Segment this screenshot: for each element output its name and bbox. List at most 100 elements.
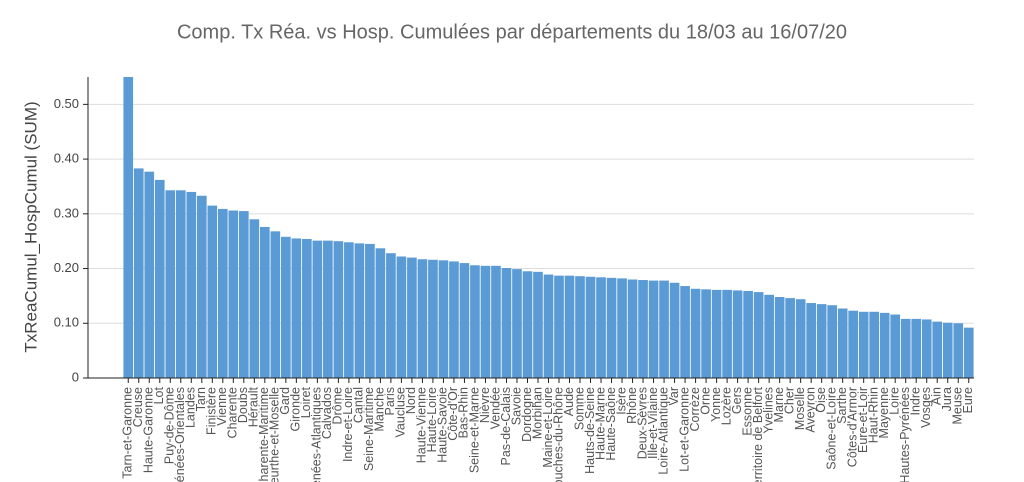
bar — [690, 288, 701, 378]
bar — [795, 299, 806, 378]
x-tick-label: Haute-Marne — [593, 387, 607, 460]
bar — [743, 290, 753, 378]
bar — [911, 318, 922, 378]
bar — [354, 243, 365, 378]
bar — [680, 286, 690, 378]
bar — [228, 210, 239, 378]
x-tick-label: Côte-d'Or — [446, 387, 460, 441]
bar — [774, 297, 785, 378]
y-tick-label: 0.40 — [54, 151, 79, 166]
x-tick-label: Lot-et-Garonne — [677, 387, 691, 472]
x-tick-label: Calvados — [320, 387, 334, 439]
bar — [638, 280, 648, 378]
bar — [186, 191, 197, 378]
bar — [900, 318, 911, 378]
bar — [312, 240, 323, 378]
bar — [386, 253, 396, 378]
x-tick-label: Yvelines — [761, 387, 775, 434]
bar — [858, 311, 869, 378]
x-tick-label: Doubs — [236, 387, 250, 423]
x-tick-label: Loire — [888, 387, 902, 415]
bar — [375, 248, 386, 378]
x-tick-label: Sarthe — [835, 387, 849, 424]
bar — [722, 289, 732, 378]
bar — [564, 275, 575, 378]
bar — [806, 303, 816, 378]
x-tick-label: Yonne — [709, 387, 723, 422]
bar — [428, 259, 438, 378]
bar — [869, 311, 880, 378]
bar — [196, 195, 207, 378]
bar — [953, 323, 964, 378]
x-tick-label: Côtes-d'Armor — [845, 387, 859, 467]
bar — [470, 265, 480, 378]
bar — [711, 289, 722, 378]
x-tick-label: Morbihan — [530, 387, 544, 439]
bar — [606, 277, 617, 378]
x-tick-label: Puy-de-Dôme — [163, 387, 177, 464]
bar — [449, 261, 459, 378]
x-tick-label: Haute-Savoie — [436, 387, 450, 463]
bar — [753, 292, 764, 378]
x-tick-label: Isère — [614, 387, 628, 415]
x-tick-label: Deux-Sèvres — [635, 387, 649, 459]
x-tick-label: Manche — [373, 387, 387, 432]
x-tick-label: Saône-et-Loire — [824, 387, 838, 470]
x-tick-label: Cantal — [352, 387, 366, 423]
x-tick-label: Lozère — [719, 387, 733, 425]
x-tick-label: Var — [667, 387, 681, 406]
x-tick-label: Haute-Vienne — [415, 387, 429, 463]
x-tick-label: Indre-et-Loire — [341, 387, 355, 462]
x-tick-label: Charente-Maritime — [257, 387, 271, 482]
axes: 0 0.10 0.20 0.30 0.40 0.50 Tarn-et-GaronneCreu… — [54, 77, 975, 482]
x-tick-label: Finistère — [205, 387, 219, 435]
bar — [585, 276, 596, 378]
bar — [302, 238, 312, 378]
bar — [554, 275, 564, 378]
x-tick-label: Ain — [930, 387, 944, 405]
bar — [281, 236, 291, 378]
x-tick-label: Creuse — [131, 387, 145, 427]
bar — [659, 280, 669, 378]
x-tick-label: Landes — [184, 387, 198, 428]
x-tick-label: Tarn — [194, 387, 208, 411]
x-tick-label: Moselle — [793, 387, 807, 430]
bar — [396, 256, 407, 378]
x-tick-label: Hauts-de-Seine — [583, 387, 597, 474]
bar — [837, 308, 848, 378]
x-tick-label: Somme — [572, 387, 586, 430]
bar — [459, 263, 470, 378]
y-tick-label: 0.10 — [54, 315, 79, 330]
bar — [596, 277, 606, 378]
x-tick-label: Jura — [940, 387, 954, 411]
bar — [942, 322, 953, 378]
x-tick-label: Gers — [730, 387, 744, 414]
x-tick-label: Lot — [152, 386, 166, 404]
x-tick-label: Drôme — [331, 387, 345, 425]
x-tick-label: Haute-Saône — [604, 387, 618, 461]
y-tick-label: 0 — [72, 369, 79, 384]
bar — [732, 290, 743, 378]
bar — [438, 260, 449, 378]
x-tick-label: Tarn-et-Garonne — [121, 387, 135, 479]
bar — [543, 274, 554, 378]
chart-title: Comp. Tx Réa. vs Hosp. Cumulées par dépa… — [177, 21, 847, 43]
bar — [627, 279, 638, 378]
x-tick-label: Pyrénées-Atlantiques — [310, 387, 324, 482]
bar — [365, 243, 375, 378]
x-tick-label: Bas-Rhin — [457, 387, 471, 438]
x-tick-label: Hérault — [247, 386, 261, 427]
x-tick-label: Charente — [226, 387, 240, 438]
x-tick-label: Hautes-Pyrénées — [898, 387, 912, 482]
bar — [249, 219, 260, 378]
x-tick-label: Essonne — [740, 387, 754, 436]
bar — [963, 327, 974, 378]
x-tick-label: Loiret — [299, 386, 313, 418]
bar — [217, 208, 228, 378]
x-tick-label: Territoire de Belfort — [751, 386, 765, 482]
x-tick-label: Corrèze — [688, 387, 702, 432]
bar — [785, 298, 795, 378]
x-tick-label: Rhône — [625, 387, 639, 424]
y-axis-label: TxReaCumul_HospCumul (SUM) — [21, 101, 40, 352]
bar — [123, 77, 134, 378]
